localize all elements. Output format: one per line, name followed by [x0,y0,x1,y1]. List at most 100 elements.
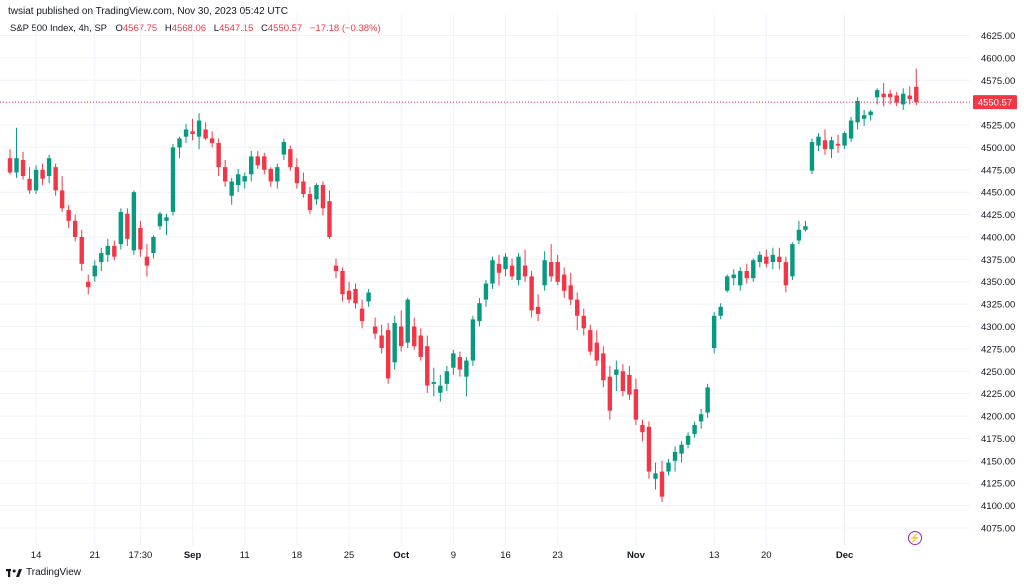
candle-body [535,306,541,314]
candle [229,177,234,205]
candle [366,288,371,307]
candle-body [59,190,65,209]
candle-body [262,156,267,170]
x-tick-label: 14 [31,550,42,561]
candle-body [451,353,456,368]
y-tick-label: 4500.00 [981,143,1015,154]
candle-body [392,322,397,363]
candle-body [209,138,215,143]
candle [7,149,13,175]
candle-body [914,86,919,103]
candle [73,214,78,242]
candle-body [770,254,776,263]
candle-body [405,299,410,343]
candle [46,154,52,184]
candle-body [418,335,423,357]
y-tick-label: 4275.00 [981,344,1015,355]
candle-body [196,120,202,137]
x-tick-label: 17:30 [129,550,153,561]
candle-body [588,330,593,352]
candle [66,204,71,229]
candle [79,229,84,271]
candle-body [249,156,254,175]
candle [112,240,117,261]
candle [692,421,697,438]
candle-body [796,229,802,241]
candle-body [444,371,450,384]
candle [796,220,802,245]
candle [359,299,365,329]
y-tick-label: 4075.00 [981,524,1015,535]
candle [868,109,873,121]
candle [698,408,704,429]
candle-body [496,263,502,273]
candle [412,317,417,350]
candle-body [562,274,567,291]
symbol-label[interactable]: S&P 500 Index, 4h, SP [10,23,107,34]
candle-body [307,193,313,211]
candle-body [118,211,124,245]
candle [509,258,515,280]
candle-body [581,315,586,329]
candle-body [705,387,710,413]
candle [483,279,489,307]
candle-body [744,270,749,279]
candle-body [281,142,287,155]
candle [888,90,893,105]
candle [490,256,495,289]
candle-body [653,473,658,479]
candle [27,167,32,194]
x-tick-label: Sep [184,550,202,561]
candle [535,294,541,322]
candle-body [614,369,619,375]
candle [425,335,430,393]
last-price-marker: 4550.57 [0,95,1017,110]
candle-body [216,142,221,168]
candle-body [855,100,860,123]
candle-body [522,265,528,277]
y-tick-label: 4450.00 [981,188,1015,199]
candle-body [685,435,691,445]
y-tick-label: 4175.00 [981,434,1015,445]
candle-body [112,245,117,257]
x-tick-label: Oct [393,550,410,561]
lightning-icon[interactable]: ⚡ [908,531,922,545]
candle-body [568,285,573,300]
publisher-caption: twsiat published on TradingView.com, Nov… [8,6,288,17]
footer-brand: TradingView [6,567,81,578]
candle [125,208,130,246]
candle-body [125,213,130,239]
candle-body [86,281,91,288]
candle [392,315,397,370]
candle [588,324,593,356]
candle-body [40,169,45,179]
candle [196,113,202,150]
candle-body [861,115,867,119]
candle [881,82,886,107]
candle [288,145,293,171]
candle-body [575,299,580,316]
y-tick-label: 4225.00 [981,389,1015,400]
price-axis[interactable]: 4075.00 4100.00 4125.00 4150.00 4175.00 4200.… [981,31,1015,535]
candle-body [555,262,560,282]
x-tick-label: 25 [344,550,355,561]
candle-body [907,95,912,100]
candle-body [835,143,841,146]
candle [190,118,195,141]
candle [268,167,273,187]
candle [842,131,847,150]
candle [555,254,560,286]
candle [829,136,834,159]
candle-body [92,265,97,277]
candle [118,208,124,250]
last-price-tag [973,95,1017,110]
candle-body [894,95,899,103]
candle [457,351,463,377]
candle [444,365,450,391]
candle [496,254,502,286]
candle-body [803,226,808,230]
time-axis[interactable]: 14 21 17:30 Sep 11 18 25 Oct 9 16 23 Nov 13 20 Dec [31,550,853,561]
candle-body [816,136,821,146]
candle-body [764,256,769,264]
